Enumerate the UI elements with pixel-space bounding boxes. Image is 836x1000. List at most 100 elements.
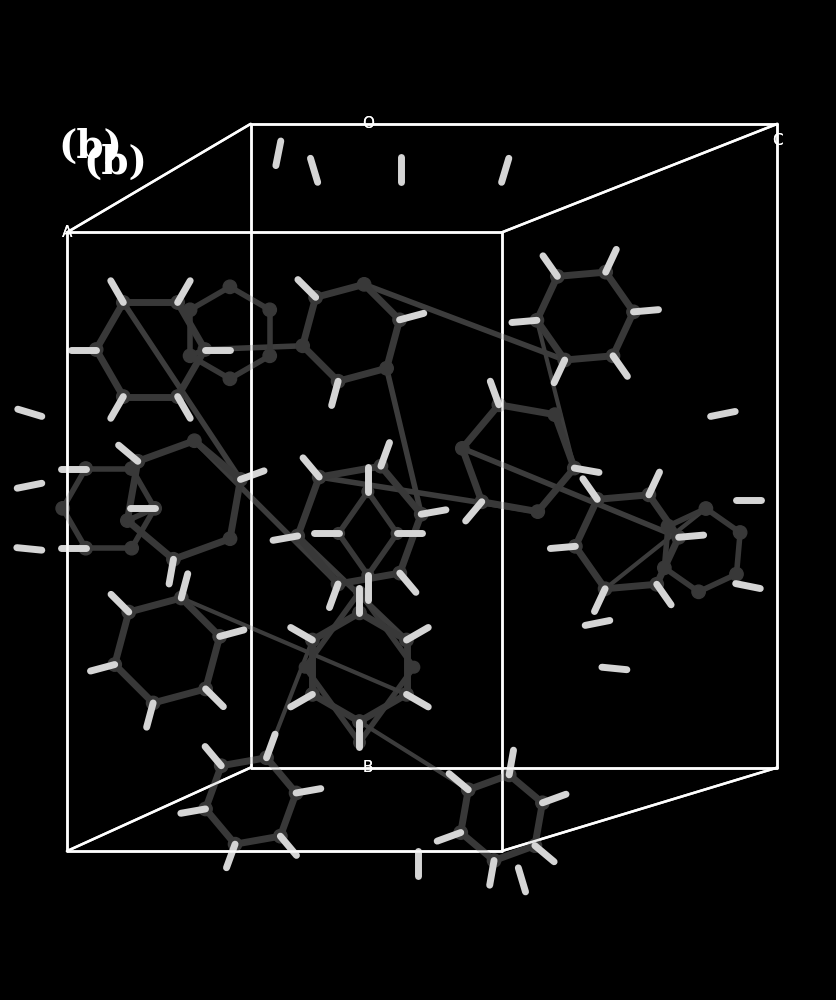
Circle shape [215, 759, 228, 772]
Circle shape [461, 783, 475, 796]
Circle shape [375, 459, 388, 473]
Circle shape [558, 353, 571, 367]
Circle shape [606, 349, 619, 362]
Circle shape [166, 553, 180, 566]
Circle shape [234, 473, 247, 486]
Text: C: C [772, 133, 782, 148]
Circle shape [125, 541, 138, 555]
Circle shape [353, 606, 366, 620]
Circle shape [502, 768, 516, 782]
Circle shape [56, 502, 69, 515]
Circle shape [393, 566, 406, 580]
Circle shape [590, 493, 604, 506]
Circle shape [228, 837, 242, 851]
Text: O: O [362, 116, 374, 131]
Circle shape [362, 486, 374, 497]
Text: B: B [363, 760, 373, 775]
Circle shape [475, 495, 488, 508]
Circle shape [148, 502, 161, 515]
Circle shape [456, 442, 469, 455]
Circle shape [306, 633, 319, 647]
Circle shape [263, 303, 277, 316]
Circle shape [309, 291, 323, 304]
Circle shape [131, 455, 145, 468]
Circle shape [393, 313, 406, 327]
Circle shape [358, 278, 371, 291]
Circle shape [188, 434, 201, 447]
Circle shape [487, 854, 501, 867]
Circle shape [199, 682, 212, 696]
Circle shape [289, 786, 303, 800]
Circle shape [599, 265, 613, 279]
Circle shape [313, 470, 326, 484]
Circle shape [548, 408, 562, 421]
Circle shape [415, 508, 428, 521]
Text: (b): (b) [59, 128, 123, 166]
Circle shape [171, 296, 184, 309]
Circle shape [568, 461, 581, 475]
Circle shape [116, 390, 130, 403]
Circle shape [733, 526, 747, 539]
Circle shape [658, 561, 671, 575]
Circle shape [199, 802, 212, 816]
Text: C: C [772, 133, 782, 148]
Circle shape [213, 630, 227, 643]
Circle shape [306, 688, 319, 701]
Circle shape [146, 696, 160, 710]
Text: A: A [62, 225, 72, 240]
Circle shape [699, 502, 712, 515]
Circle shape [120, 514, 134, 527]
Circle shape [353, 715, 366, 728]
Circle shape [661, 519, 675, 533]
Circle shape [331, 577, 344, 591]
Circle shape [89, 343, 103, 356]
Circle shape [117, 296, 130, 309]
Circle shape [354, 737, 365, 748]
Circle shape [530, 314, 543, 327]
Circle shape [198, 343, 212, 356]
Circle shape [333, 528, 344, 539]
Circle shape [650, 578, 664, 591]
Circle shape [108, 658, 121, 671]
Circle shape [528, 839, 542, 852]
Circle shape [454, 826, 467, 839]
Circle shape [551, 270, 564, 283]
Text: A: A [62, 225, 72, 240]
Circle shape [599, 582, 612, 595]
Circle shape [122, 605, 135, 619]
Circle shape [568, 540, 582, 553]
Circle shape [331, 375, 344, 388]
Circle shape [260, 751, 273, 764]
Circle shape [175, 591, 188, 605]
Circle shape [273, 829, 287, 843]
Circle shape [692, 585, 706, 598]
Circle shape [183, 349, 196, 362]
Circle shape [79, 541, 92, 555]
Circle shape [79, 462, 93, 475]
Circle shape [296, 339, 309, 352]
Circle shape [672, 531, 686, 544]
Circle shape [627, 305, 640, 319]
Circle shape [223, 532, 237, 545]
Circle shape [291, 529, 304, 543]
Circle shape [299, 661, 311, 673]
Text: (b): (b) [84, 144, 148, 182]
Text: B: B [363, 760, 373, 775]
Circle shape [400, 688, 413, 701]
Circle shape [171, 390, 184, 403]
Circle shape [223, 280, 237, 294]
Circle shape [492, 398, 506, 411]
Circle shape [380, 362, 393, 375]
Circle shape [408, 661, 420, 673]
Circle shape [354, 586, 365, 598]
Circle shape [400, 633, 413, 647]
Circle shape [263, 349, 277, 362]
Circle shape [125, 462, 138, 475]
Circle shape [391, 528, 403, 539]
Circle shape [223, 372, 237, 385]
Circle shape [531, 505, 544, 518]
Circle shape [642, 488, 655, 502]
Text: O: O [362, 116, 374, 131]
Circle shape [536, 796, 549, 809]
Circle shape [362, 569, 374, 581]
